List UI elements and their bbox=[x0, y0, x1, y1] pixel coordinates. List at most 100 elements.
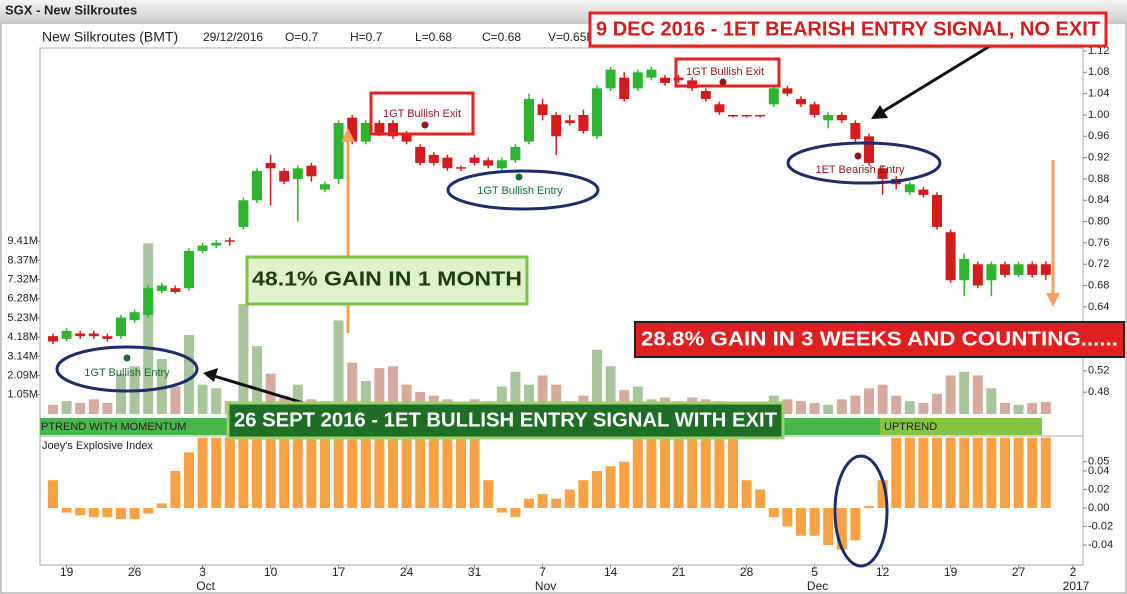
candle-body bbox=[918, 189, 929, 195]
indicator-bar bbox=[252, 437, 262, 508]
x-tick-label: 26 bbox=[128, 565, 142, 579]
x-tick-label: 12 bbox=[876, 565, 890, 579]
indicator-bar bbox=[265, 437, 276, 508]
volume-bar bbox=[75, 402, 86, 414]
volume-bar bbox=[347, 362, 358, 414]
y-tick-label: 8.37M bbox=[7, 254, 38, 266]
signal-dot bbox=[421, 121, 429, 129]
candle-body bbox=[836, 114, 847, 121]
candle-body bbox=[551, 114, 562, 137]
indicator-title: Joey's Explosive Index bbox=[42, 440, 153, 452]
candle-body bbox=[320, 184, 330, 190]
header-high: H=0.7 bbox=[350, 30, 383, 44]
y-tick-label: 0.02 bbox=[1088, 483, 1109, 495]
security-name: New Silkroutes (BMT) bbox=[42, 29, 178, 45]
candle-body bbox=[904, 184, 915, 193]
volume-bar bbox=[972, 375, 983, 414]
indicator-bar bbox=[564, 489, 575, 508]
x-tick-label: 28 bbox=[740, 565, 754, 579]
indicator-bar bbox=[850, 507, 861, 541]
indicator-bar bbox=[279, 437, 290, 508]
header-row: New Silkroutes (BMT) 29/12/2016 O=0.7 H=… bbox=[42, 29, 596, 45]
volume-bar bbox=[116, 373, 126, 414]
x-tick-label: 5 bbox=[811, 565, 818, 579]
candle-body bbox=[347, 117, 358, 142]
x-month-label: Oct bbox=[196, 579, 215, 593]
arrow-head bbox=[1046, 293, 1060, 307]
indicator-bar bbox=[469, 437, 480, 508]
indicator-bar bbox=[360, 437, 371, 508]
indicator-bar bbox=[1040, 437, 1051, 508]
volume-bar bbox=[48, 404, 58, 414]
indicator-bar bbox=[687, 437, 698, 508]
candle-body bbox=[850, 122, 861, 139]
candle-body bbox=[156, 285, 167, 291]
candle-body bbox=[578, 114, 589, 131]
indicator-bar bbox=[1013, 437, 1024, 508]
indicator-bar bbox=[551, 498, 562, 508]
indicator-bar bbox=[442, 437, 453, 508]
indicator-bar bbox=[143, 507, 154, 514]
trend-label: PTREND WITH MOMENTUM bbox=[41, 421, 186, 433]
candle-body bbox=[469, 157, 480, 163]
indicator-bar bbox=[129, 507, 140, 520]
volume-bar bbox=[143, 243, 154, 414]
signal-label: 1GT Bullish Exit bbox=[383, 108, 461, 120]
indicator-bar bbox=[796, 507, 806, 536]
x-tick-label: 17 bbox=[332, 565, 346, 579]
volume-bar bbox=[61, 401, 72, 414]
indicator-bar bbox=[102, 507, 113, 518]
candle-body bbox=[1040, 264, 1051, 275]
volume-bar bbox=[374, 368, 385, 414]
y-tick-label: 0.05 bbox=[1088, 456, 1109, 468]
y-tick-label: 1.04 bbox=[1088, 88, 1109, 100]
signal-ellipse bbox=[786, 141, 942, 185]
candle-body bbox=[197, 245, 208, 251]
indicator-bar bbox=[660, 437, 670, 508]
volume-bar bbox=[1013, 404, 1024, 414]
indicator-bar bbox=[864, 506, 874, 508]
candle-body bbox=[1027, 264, 1038, 275]
y-tick-label: 3.14M bbox=[7, 350, 38, 362]
y-tick-label: 4.18M bbox=[7, 331, 38, 343]
volume-bar bbox=[904, 401, 915, 414]
candle-body bbox=[102, 336, 113, 339]
candle-body bbox=[184, 250, 194, 289]
indicator-bar bbox=[156, 503, 167, 508]
header-volume: V=0.65M bbox=[548, 30, 596, 44]
candle-body bbox=[646, 69, 657, 78]
volume-bar bbox=[932, 393, 942, 414]
indicator-bar bbox=[605, 466, 616, 508]
candle-body bbox=[741, 114, 752, 117]
y-tick-label: 0.92 bbox=[1088, 152, 1109, 164]
volume-bar bbox=[850, 395, 861, 414]
y-tick-label: 1.05M bbox=[7, 389, 38, 401]
indicator-bar bbox=[320, 437, 330, 508]
volume-bar bbox=[360, 380, 371, 414]
x-tick-label: 19 bbox=[60, 565, 74, 579]
x-month-label: 2017 bbox=[1063, 579, 1090, 593]
volume-bar bbox=[986, 388, 997, 414]
candle-body bbox=[1000, 264, 1010, 275]
indicator-bar bbox=[170, 470, 181, 508]
signal-box bbox=[674, 57, 781, 88]
candle-body bbox=[728, 114, 738, 117]
candle-body bbox=[388, 122, 398, 137]
indicator-bar bbox=[714, 437, 725, 508]
arrow bbox=[881, 44, 991, 114]
indicator-bar bbox=[904, 437, 915, 508]
indicator-bar bbox=[401, 437, 412, 508]
volume-bar bbox=[592, 349, 602, 414]
indicator-bar bbox=[932, 437, 942, 508]
candle-body bbox=[945, 232, 956, 281]
candle-body bbox=[360, 122, 371, 142]
indicator-bar bbox=[75, 507, 86, 516]
volume-bar bbox=[796, 401, 806, 414]
indicator-bar bbox=[347, 437, 358, 508]
candle-body bbox=[796, 98, 806, 105]
y-tick-label: 0.88 bbox=[1088, 173, 1109, 185]
candle-body bbox=[809, 104, 820, 115]
x-tick-label: 31 bbox=[468, 565, 482, 579]
indicator-bar bbox=[918, 437, 929, 508]
header-low: L=0.68 bbox=[415, 30, 452, 44]
